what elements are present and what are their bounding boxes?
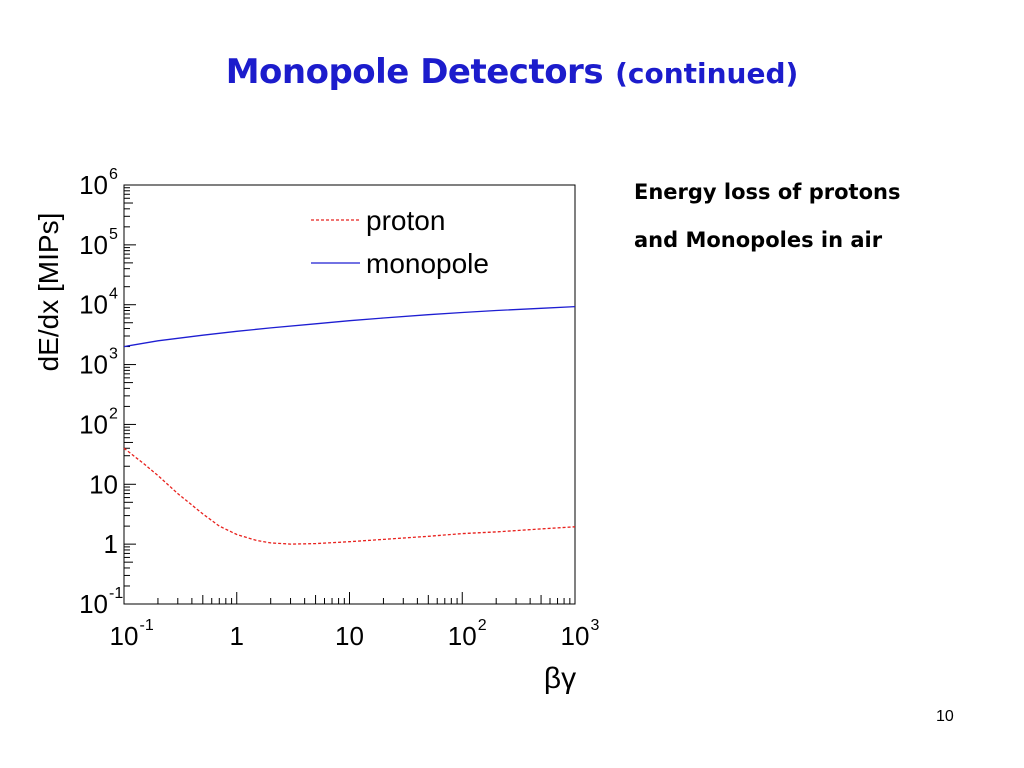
x-tick-label-exponent: 2 (478, 617, 487, 634)
x-tick-label-base: 1 (230, 621, 244, 651)
y-tick-label-base: 10 (79, 170, 108, 200)
y-tick-label-exponent: 5 (109, 226, 118, 243)
x-tick-label: 10 3 (561, 617, 600, 651)
series-line-monopole (123, 305, 576, 348)
x-tick-label: 10 (335, 621, 364, 651)
caption-line-2: and Monopoles in air (634, 228, 883, 252)
legend-label-proton: proton (366, 205, 445, 236)
y-tick-label-exponent: 4 (109, 286, 118, 303)
y-tick-label-exponent: 3 (109, 346, 118, 363)
y-tick-label: 10 2 (79, 405, 118, 439)
x-tick-label-base: 10 (335, 621, 364, 651)
y-tick-label-exponent: -1 (109, 585, 123, 602)
x-axis-label: βγ (544, 662, 576, 695)
y-tick-label-base: 10 (89, 469, 118, 499)
y-tick-label: 10 5 (79, 226, 118, 260)
y-tick-label-base: 10 (79, 290, 108, 320)
y-tick-label-base: 1 (104, 529, 118, 559)
title-main: Monopole Detectors (225, 52, 604, 92)
y-tick-label-base: 10 (79, 350, 108, 380)
y-tick-label-exponent: 2 (109, 405, 118, 422)
slide-title: Monopole Detectors (continued) (0, 52, 1024, 92)
title-subtitle: (continued) (615, 57, 799, 90)
y-tick-label-base: 10 (79, 230, 108, 260)
legend-label-monopole: monopole (366, 248, 489, 279)
y-tick-label-base: 10 (79, 409, 108, 439)
x-tick-label-base: 10 (448, 621, 477, 651)
x-tick-label-exponent: 3 (591, 617, 600, 634)
y-tick-label-exponent: 6 (109, 166, 118, 183)
y-axis-label: dE/dx [MIPs] (33, 213, 64, 372)
y-tick-label: 10 -1 (79, 585, 123, 619)
x-tick-label-base: 10 (110, 621, 139, 651)
caption-line-1: Energy loss of protons (634, 180, 901, 204)
y-tick-label: 10 4 (79, 286, 118, 320)
x-tick-label: 1 (230, 621, 244, 651)
y-tick-label-base: 10 (79, 589, 108, 619)
x-tick-label-exponent: -1 (140, 617, 154, 634)
y-tick-label: 10 6 (79, 166, 118, 200)
x-tick-label: 10 2 (448, 617, 487, 651)
slide-caption: Energy loss of protons and Monopoles in … (634, 168, 1014, 264)
y-tick-label: 10 (89, 469, 118, 499)
x-tick-label-base: 10 (561, 621, 590, 651)
x-tick-label: 10 -1 (110, 617, 154, 651)
y-tick-label: 1 (104, 529, 118, 559)
y-tick-label: 10 3 (79, 346, 118, 380)
page-number: 10 (936, 708, 954, 725)
series-line-proton (123, 447, 576, 545)
